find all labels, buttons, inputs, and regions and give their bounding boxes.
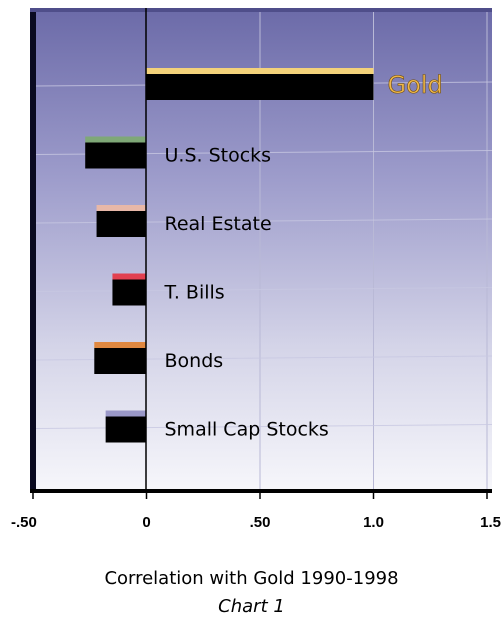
- bar-highlight: [85, 136, 147, 143]
- x-tick-label: 0: [142, 514, 150, 531]
- x-tick-label: 1.5: [480, 514, 501, 531]
- plot-top-shade: [30, 8, 492, 12]
- chart-caption: Chart 1: [218, 596, 285, 617]
- x-tick-label: 1.0: [363, 514, 384, 531]
- bar: [85, 142, 147, 169]
- category-label: Small Cap Stocks: [165, 419, 329, 441]
- bar: [94, 348, 147, 374]
- category-label: U.S. Stocks: [165, 145, 272, 167]
- bar: [146, 74, 374, 100]
- plot-left-border: [30, 8, 36, 492]
- category-label: Real Estate: [165, 213, 272, 235]
- bar: [96, 211, 147, 237]
- category-label: Bonds: [165, 350, 224, 372]
- x-tick-label: .50: [250, 514, 271, 531]
- bar-highlight: [94, 342, 147, 348]
- bar-highlight: [146, 68, 374, 74]
- bar-highlight: [112, 273, 147, 280]
- bar-highlight: [105, 410, 147, 417]
- bar: [112, 279, 147, 306]
- grid-line-horizontal: [35, 287, 493, 292]
- x-tick-label: -.50: [11, 514, 37, 531]
- bar: [105, 416, 147, 443]
- x-axis-label: Correlation with Gold 1990-1998: [104, 568, 399, 589]
- bar-highlight: [96, 205, 147, 211]
- x-axis-line: [30, 489, 492, 493]
- category-label: Gold: [388, 71, 443, 99]
- category-label: T. Bills: [164, 282, 225, 304]
